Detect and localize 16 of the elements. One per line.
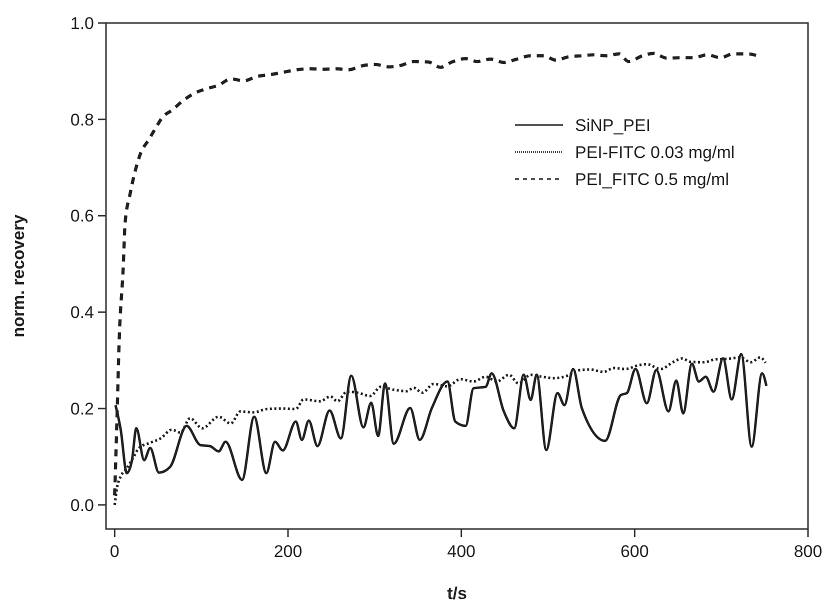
x-tick-label: 0	[110, 542, 120, 561]
y-tick-label: 0.2	[70, 399, 94, 418]
y-tick-label: 0.8	[70, 110, 94, 130]
x-axis-title: t/s	[447, 584, 467, 603]
y-tick-label: 0.6	[70, 206, 94, 226]
x-tick-label: 200	[274, 542, 302, 561]
legend-label: SiNP_PEI	[575, 116, 651, 135]
x-tick-label: 600	[620, 542, 649, 561]
legend-label: PEI_FITC 0.5 mg/ml	[575, 170, 729, 189]
y-axis-title: norm. recovery	[9, 214, 28, 338]
y-tick-label: 1.0	[70, 14, 94, 33]
x-tick-label: 800	[794, 542, 822, 561]
y-tick-label: 0.0	[70, 496, 94, 515]
legend-label: PEI-FITC 0.03 mg/ml	[575, 142, 735, 162]
y-tick-label: 0.4	[70, 303, 94, 322]
x-tick-label: 400	[447, 542, 476, 561]
